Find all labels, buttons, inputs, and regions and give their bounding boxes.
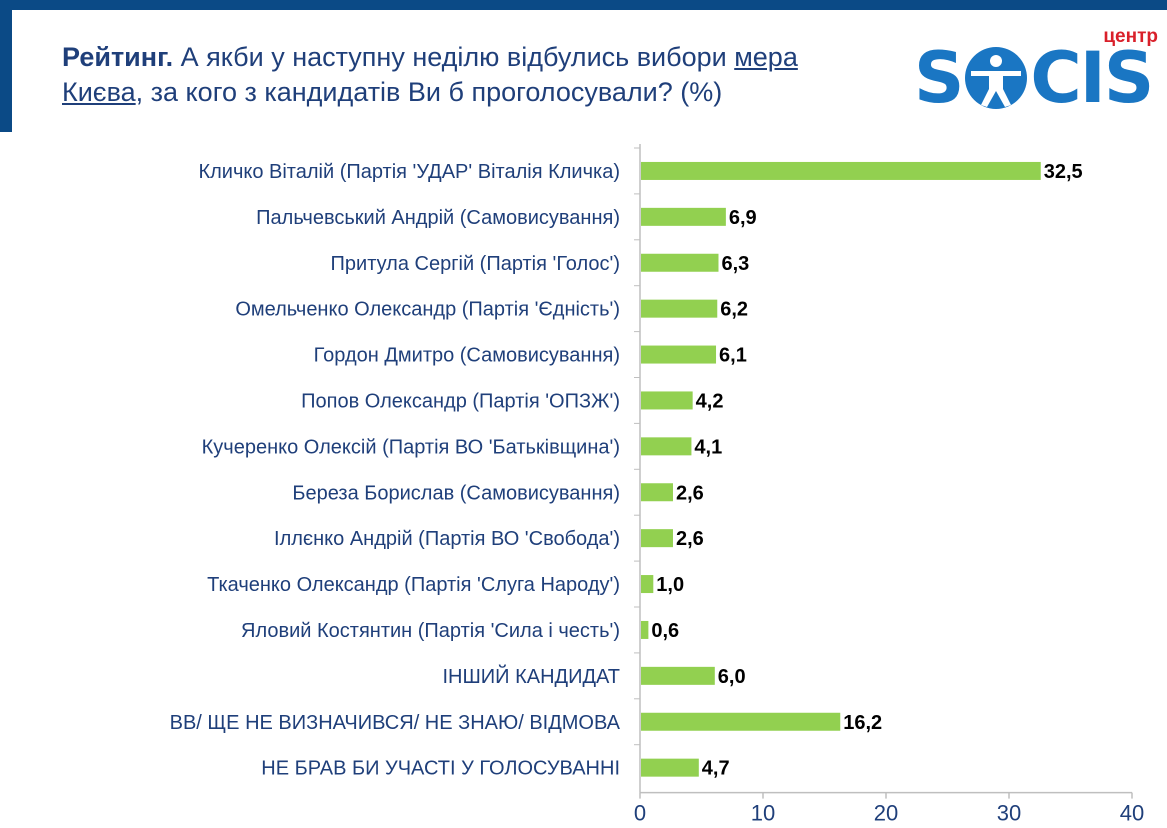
logo-letters-cis: CIS	[1030, 37, 1154, 119]
vitruvian-figure-icon	[965, 47, 1028, 109]
bar	[641, 666, 715, 685]
logo-letter-s: S	[914, 37, 964, 119]
left-accent-bar	[0, 10, 12, 132]
x-tick-label: 40	[1120, 801, 1144, 826]
bar	[641, 437, 692, 456]
title-part-1: А якби у наступну неділю відбулись вибор…	[173, 42, 735, 72]
data-label: 4,7	[702, 758, 730, 780]
data-label: 6,3	[721, 253, 749, 275]
top-accent-bar	[0, 0, 1167, 10]
bar	[641, 758, 699, 777]
data-label: 6,1	[719, 345, 747, 367]
bar	[641, 575, 654, 594]
data-label: 6,9	[729, 207, 757, 229]
data-label: 32,5	[1044, 161, 1083, 183]
category-label: Кличко Віталій (Партія 'УДАР' Віталія Кл…	[198, 161, 620, 183]
category-label: Береза Борислав (Самовисування)	[292, 482, 620, 504]
x-tick-label: 20	[874, 801, 898, 826]
category-label: Ткаченко Олександр (Партія 'Слуга Народу…	[207, 574, 620, 596]
x-tick-label: 10	[751, 801, 775, 826]
data-label: 6,2	[720, 299, 748, 321]
category-label: Притула Сергій (Партія 'Голос')	[331, 253, 620, 275]
title-underline-1: мера	[734, 42, 798, 72]
logo-wordmark: S CIS	[914, 37, 1154, 119]
bar	[641, 207, 726, 226]
category-label: Пальчевський Андрій (Самовисування)	[256, 207, 620, 229]
category-label: НЕ БРАВ БИ УЧАСТІ У ГОЛОСУВАННІ	[261, 758, 620, 780]
category-label: Яловий Костянтин (Партія 'Сила і честь')	[241, 620, 620, 642]
x-tick-label: 0	[634, 801, 646, 826]
page-title: Рейтинг. А якби у наступну неділю відбул…	[62, 40, 902, 110]
bar	[641, 345, 717, 364]
title-underline-2: Києва	[62, 77, 136, 107]
data-label: 4,1	[694, 436, 722, 458]
category-label: Кучеренко Олексій (Партія ВО 'Батьківщин…	[202, 436, 620, 458]
bar	[641, 391, 693, 410]
data-label: 1,0	[656, 574, 684, 596]
socis-logo: центр S CIS	[912, 26, 1164, 116]
x-tick-label: 30	[997, 801, 1021, 826]
bar	[641, 712, 841, 731]
bar	[641, 161, 1041, 180]
title-bold: Рейтинг.	[62, 42, 174, 72]
bar-chart: Кличко Віталій (Партія 'УДАР' Віталія Кл…	[170, 144, 1144, 826]
bar	[641, 620, 649, 639]
data-label: 6,0	[718, 666, 746, 688]
bar	[641, 483, 673, 502]
data-label: 4,2	[696, 390, 724, 412]
category-label: Попов Олександр (Партія 'ОПЗЖ')	[301, 390, 620, 412]
category-label: ВВ/ ЩЕ НЕ ВИЗНАЧИВСЯ/ НЕ ЗНАЮ/ ВІДМОВА	[170, 712, 621, 734]
category-label: ІНШИЙ КАНДИДАТ	[442, 664, 620, 688]
category-label: Омельченко Олександр (Партія 'Єдність')	[235, 299, 620, 321]
logo-small-text: центр	[1103, 26, 1158, 47]
bar	[641, 299, 718, 318]
data-label: 16,2	[843, 712, 882, 734]
category-label: Гордон Дмитро (Самовисування)	[314, 345, 620, 367]
data-label: 2,6	[676, 482, 704, 504]
data-label: 0,6	[651, 620, 679, 642]
data-label: 2,6	[676, 528, 704, 550]
bar	[641, 253, 719, 272]
bar	[641, 529, 673, 548]
category-label: Іллєнко Андрій (Партія ВО 'Свобода')	[274, 528, 620, 550]
title-part-2: , за кого з кандидатів Ви б проголосувал…	[135, 77, 723, 107]
